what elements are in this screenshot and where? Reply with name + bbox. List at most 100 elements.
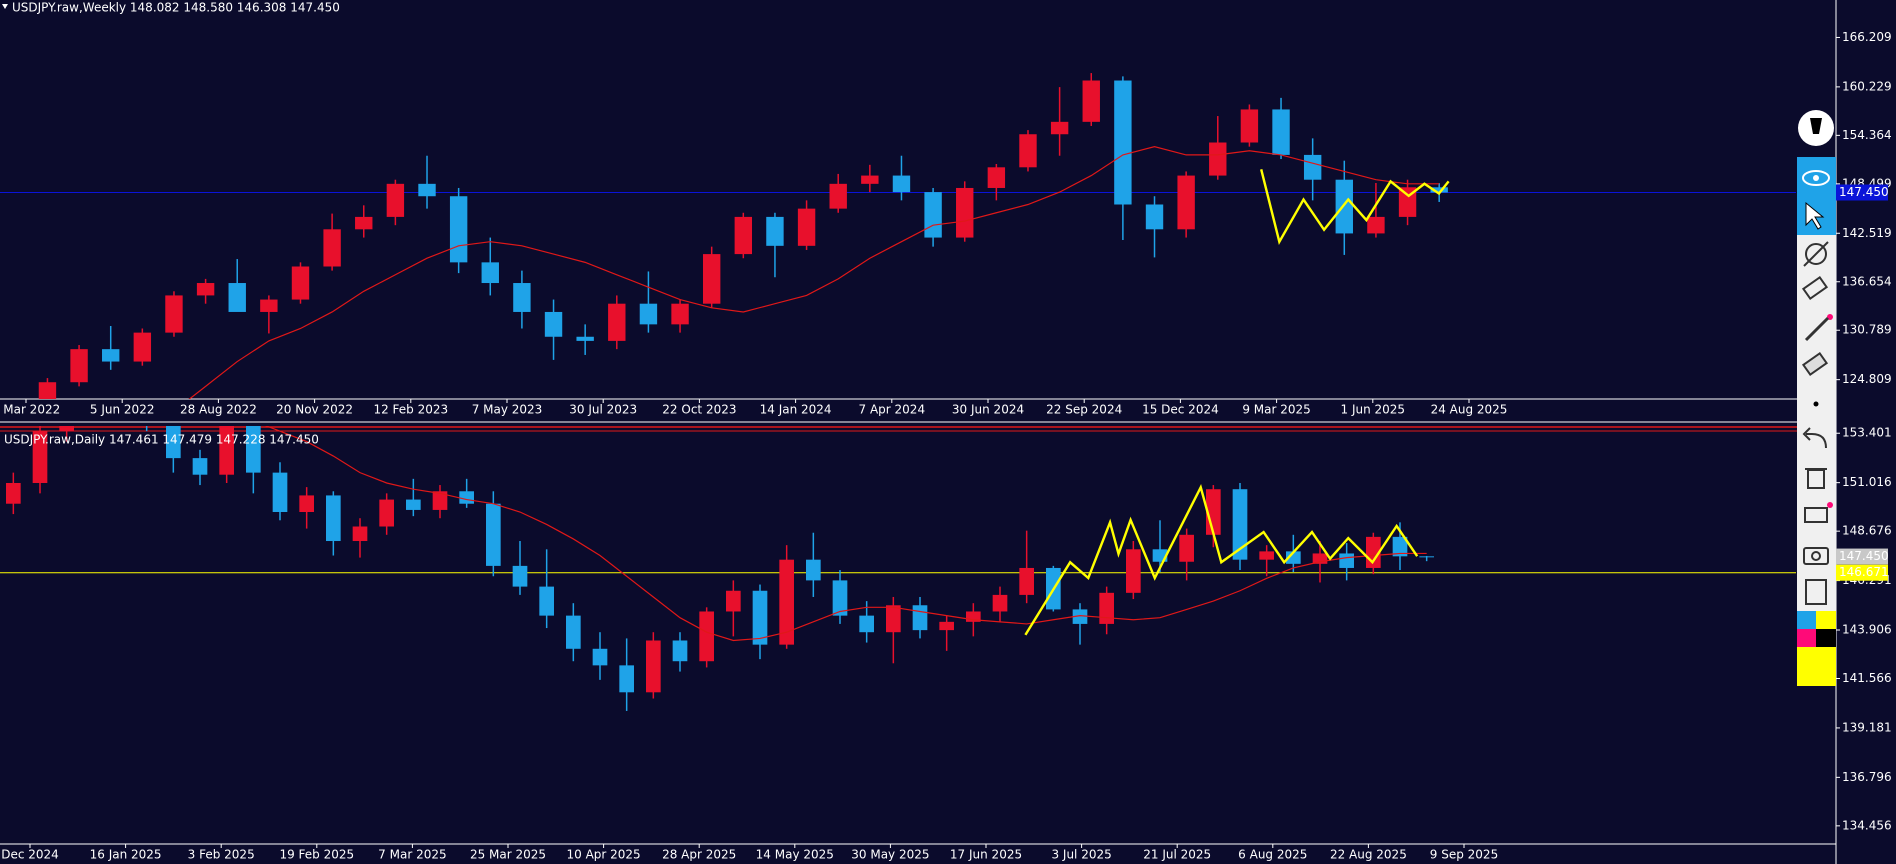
x-tick-label: 7 Apr 2024	[859, 403, 926, 417]
y-tick-label: 130.789	[1842, 323, 1892, 337]
candle-body	[246, 426, 261, 473]
candle-body	[1367, 216, 1385, 234]
x-tick-label: 14 May 2025	[756, 848, 834, 862]
candle-body	[1339, 553, 1354, 568]
candle-body	[1335, 179, 1353, 234]
x-tick-label: 30 Jul 2023	[569, 403, 637, 417]
y-tick-label: 148.676	[1842, 524, 1892, 538]
color-swatch[interactable]	[1797, 647, 1836, 686]
x-tick-label: 15 Dec 2024	[1142, 403, 1219, 417]
candle-body	[1286, 551, 1301, 564]
x-tick-label: 7 Mar 2025	[378, 848, 446, 862]
candle-body	[481, 262, 499, 284]
candle-body	[829, 183, 847, 209]
x-tick-label: 24 Aug 2025	[1431, 403, 1508, 417]
candle-body	[166, 426, 181, 459]
candle-body	[1019, 134, 1037, 168]
candle-body	[671, 303, 689, 325]
y-tick-label: 151.016	[1842, 475, 1892, 489]
candle-body	[70, 349, 88, 383]
eye-tool[interactable]	[1802, 170, 1830, 186]
eraser-tool[interactable]	[1801, 275, 1829, 301]
x-tick-label: 6 Aug 2025	[1238, 848, 1307, 862]
candle-body	[1126, 549, 1141, 593]
candle-body	[619, 665, 634, 693]
candle-body	[608, 303, 626, 341]
x-tick-label: 21 Jul 2025	[1143, 848, 1211, 862]
candle-body	[260, 299, 278, 312]
candle-body	[102, 349, 120, 362]
color-swatch[interactable]	[1816, 629, 1836, 647]
candle-body	[966, 611, 981, 622]
x-tick-label: 3 Mar 2022	[0, 403, 60, 417]
candle-body	[539, 586, 554, 616]
zigzag-drawing	[1024, 483, 1419, 636]
candle-body	[832, 580, 848, 616]
x-tick-label: 9 Sep 2025	[1430, 848, 1498, 862]
color-swatch[interactable]	[1797, 611, 1816, 629]
candle-body	[449, 196, 468, 263]
candle-body	[892, 175, 911, 193]
candle-body	[566, 615, 581, 649]
axes: 166.209160.229154.364148.499142.519136.6…	[0, 30, 1892, 862]
x-tick-label: 5 Jun 2022	[90, 403, 155, 417]
candle-body	[291, 266, 310, 300]
y-tick-label: 153.401	[1842, 426, 1892, 440]
price-label: 146.671	[1839, 565, 1889, 579]
cursor-tool[interactable]	[1805, 201, 1825, 230]
clipboard-tool[interactable]	[1805, 579, 1827, 605]
candle-body	[1019, 567, 1034, 595]
eraser2-tool[interactable]	[1801, 351, 1829, 377]
candle-body	[386, 183, 405, 217]
candle-body	[924, 192, 942, 238]
line-tool[interactable]	[1804, 316, 1830, 342]
candle-body	[1179, 534, 1194, 562]
candle-body	[133, 332, 152, 362]
moving-average	[188, 146, 1440, 399]
candle-body	[859, 615, 874, 633]
y-tick-label: 136.654	[1842, 274, 1892, 288]
undo-tool[interactable]	[1802, 427, 1827, 449]
candle-body	[592, 648, 608, 666]
candle-body	[1419, 556, 1434, 558]
x-tick-label: 28 Apr 2025	[662, 848, 736, 862]
candle-body	[1259, 551, 1274, 560]
moving-average	[265, 426, 1427, 642]
screenshot-tool[interactable]	[1803, 547, 1829, 565]
color-swatch[interactable]	[1816, 611, 1836, 629]
color-swatch[interactable]	[1797, 629, 1816, 647]
weekly-pane	[0, 73, 1796, 399]
y-tick-label: 136.796	[1842, 770, 1892, 784]
candle-body	[1114, 80, 1132, 205]
candle-body	[192, 458, 208, 475]
pen-icon	[1810, 118, 1822, 134]
y-tick-label: 139.181	[1842, 720, 1892, 734]
y-tick-label: 142.519	[1842, 226, 1892, 240]
crosshair-tool[interactable]	[1805, 243, 1827, 265]
candle-body	[1050, 121, 1069, 135]
candle-body	[544, 311, 563, 337]
x-tick-label: 20 Nov 2022	[276, 403, 353, 417]
x-tick-label: 22 Sep 2024	[1046, 403, 1122, 417]
x-tick-label: 28 Aug 2022	[180, 403, 257, 417]
daily-header: USDJPY.raw,Daily 147.461 147.479 147.228…	[4, 433, 319, 447]
candle-body	[38, 382, 57, 399]
indicator-dot	[1827, 502, 1833, 508]
candle-body	[219, 426, 234, 475]
x-tick-label: 30 May 2025	[851, 848, 929, 862]
candle-body	[323, 229, 341, 267]
candle-body	[513, 283, 531, 312]
candle-body	[299, 495, 314, 513]
candle-body	[646, 640, 661, 693]
y-tick-label: 141.566	[1842, 671, 1892, 685]
template-tool[interactable]	[1804, 507, 1828, 523]
candle-body	[1392, 536, 1408, 557]
dot-tool[interactable]	[1813, 401, 1819, 407]
zigzag-drawing	[1260, 168, 1450, 246]
candle-body	[512, 565, 528, 587]
crosshair-icon	[1803, 241, 1829, 267]
candle-body	[326, 495, 341, 542]
collapse-arrow[interactable]	[2, 4, 8, 9]
